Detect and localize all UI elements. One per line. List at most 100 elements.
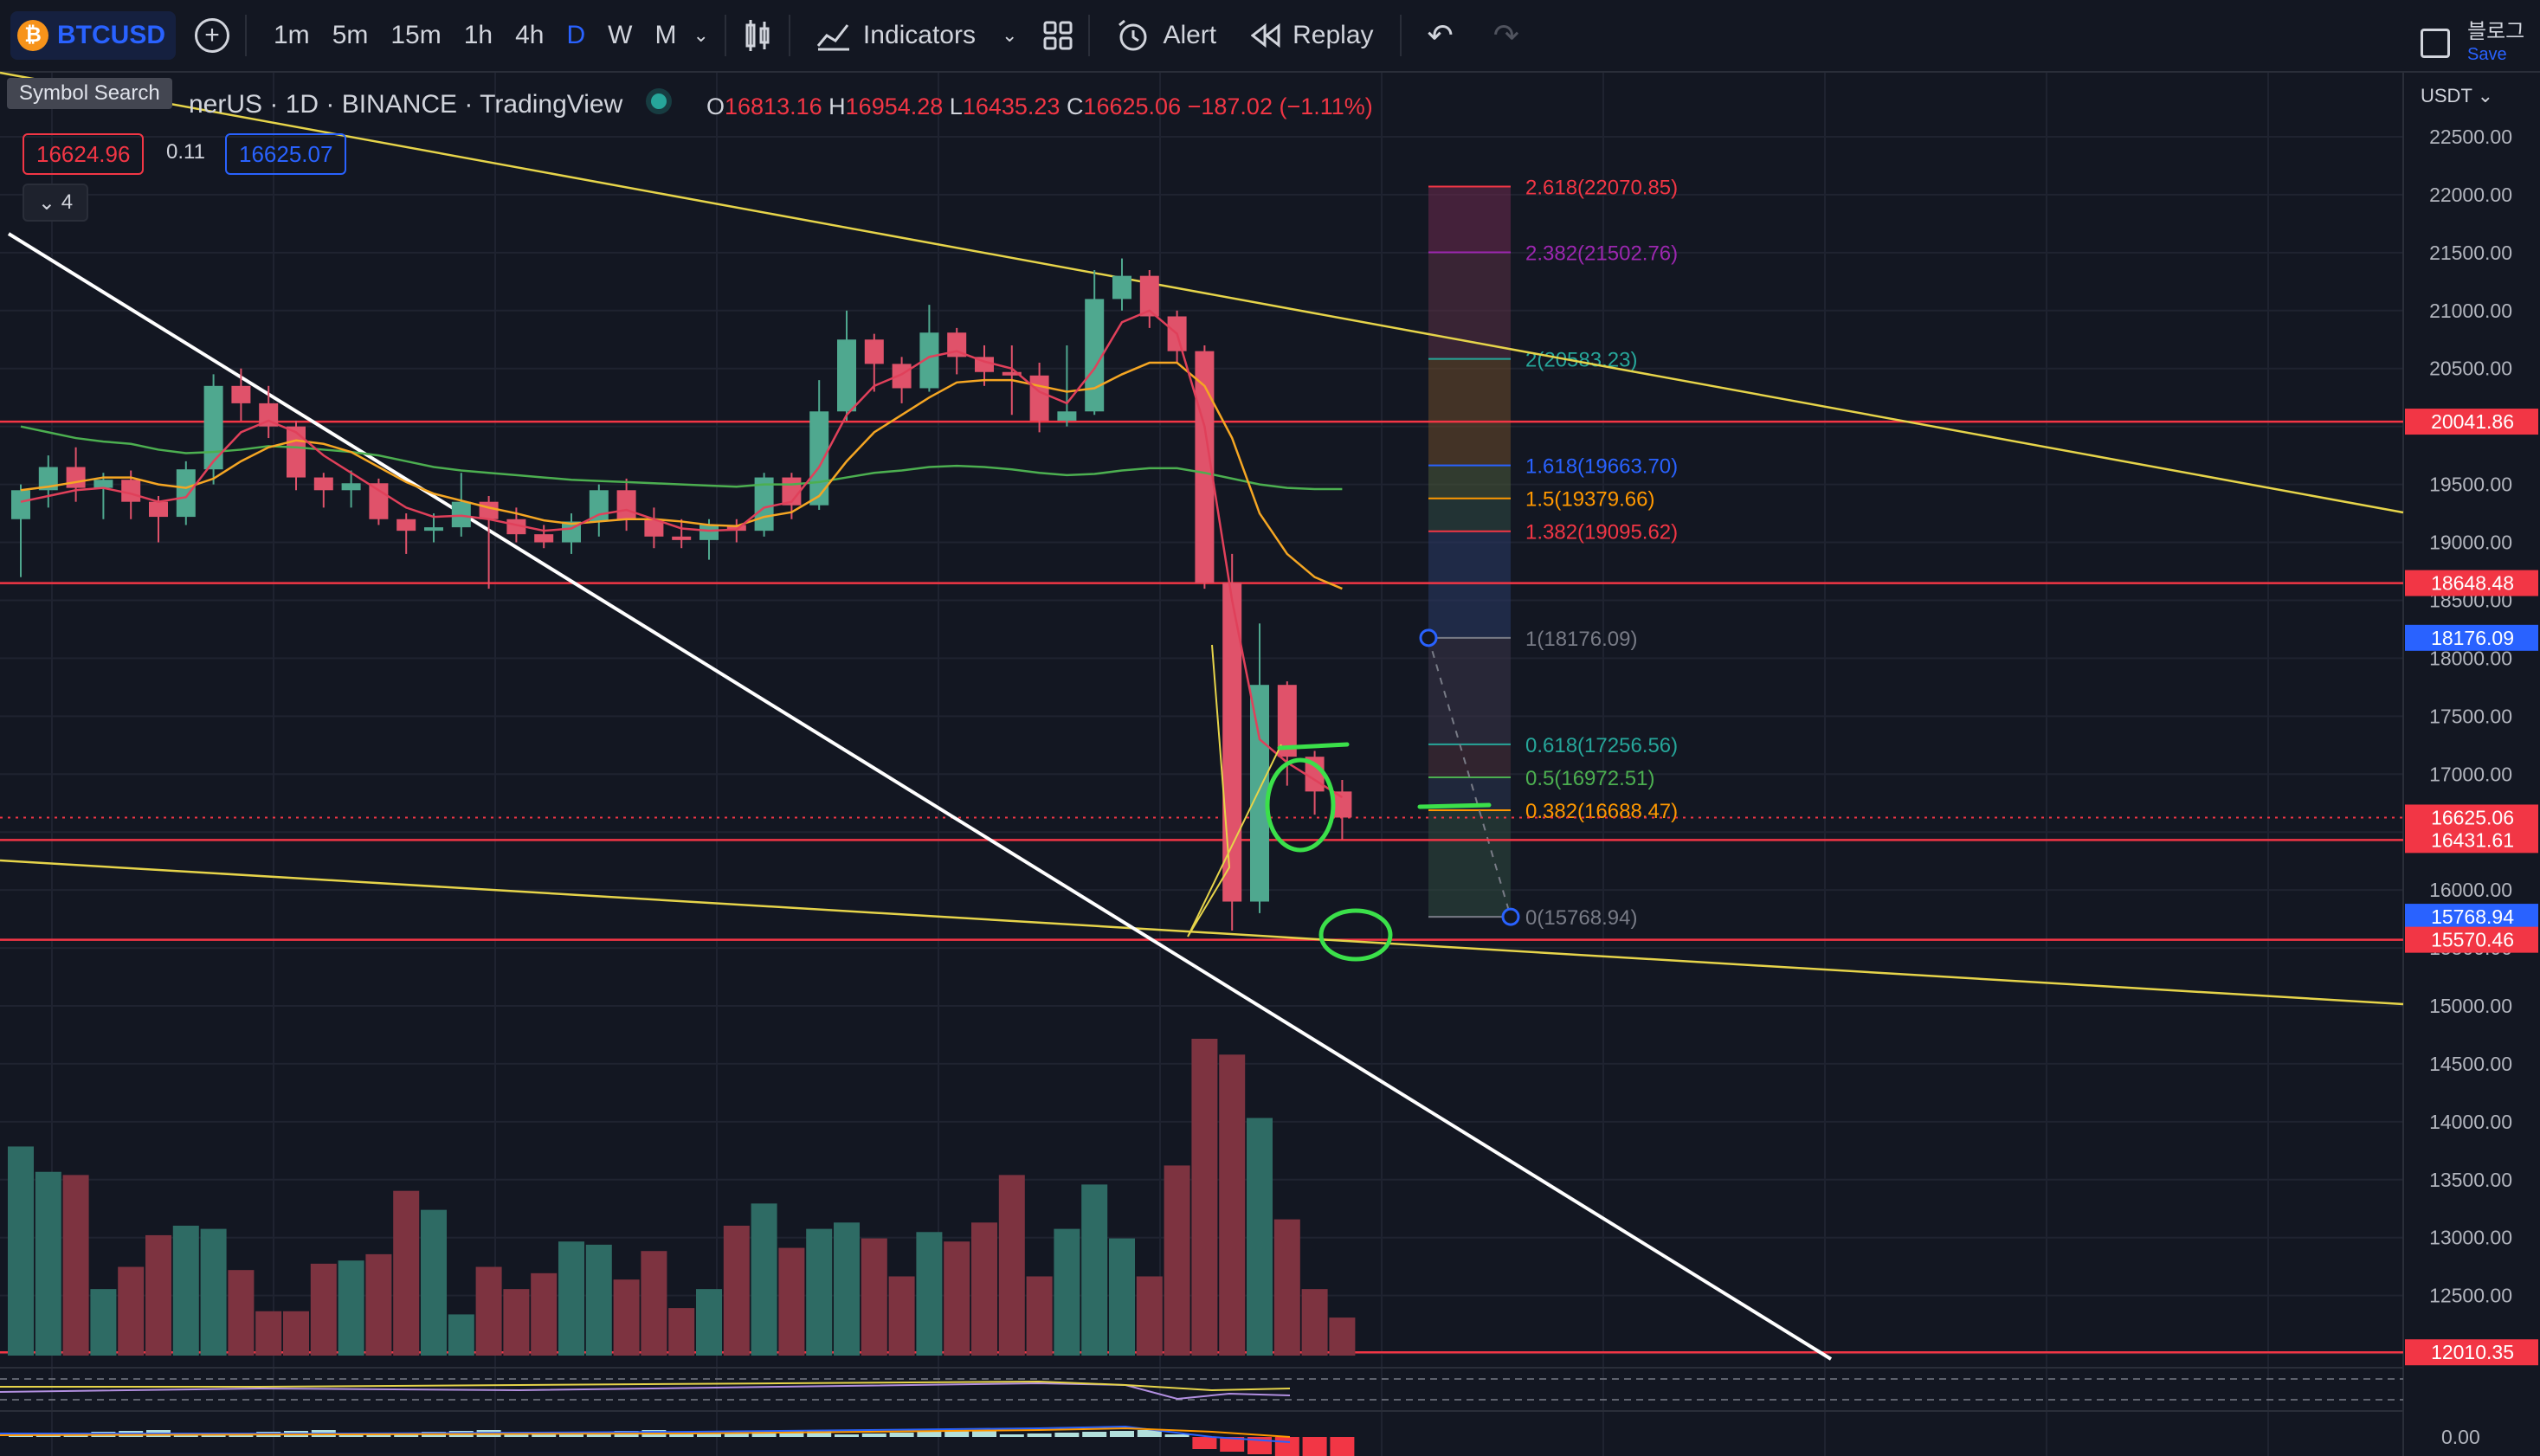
candle-body[interactable] (892, 364, 912, 389)
price-tick-label: 13000.00 (2429, 1227, 2512, 1249)
candle-body[interactable] (726, 525, 746, 532)
interval-1m[interactable]: 1m (274, 21, 310, 49)
price-axis[interactable] (2403, 73, 2540, 1456)
interval-w[interactable]: W (608, 21, 633, 49)
candle-body[interactable] (1222, 583, 1242, 902)
trend-line-white[interactable] (7, 232, 1833, 1361)
ohlc-legend: O16813.16 H16954.28 L16435.23 C16625.06 … (706, 93, 1373, 120)
fib-level-label: 2.382(21502.76) (1525, 242, 1678, 265)
candle-body[interactable] (259, 403, 279, 427)
interval-m[interactable]: M (654, 21, 677, 49)
interval-4h[interactable]: 4h (515, 21, 545, 49)
candle-body[interactable] (149, 501, 168, 518)
candle-body[interactable] (1112, 275, 1131, 300)
candle-body[interactable] (424, 527, 443, 532)
macd-histogram-bar (338, 1434, 364, 1437)
price-axis-tag-label: 18176.09 (2431, 627, 2514, 649)
interval-d[interactable]: D (566, 21, 586, 49)
volume-bar (448, 1314, 474, 1356)
candle-body[interactable] (451, 501, 471, 528)
price-axis-tag-label: 15768.94 (2431, 905, 2514, 928)
candle-body[interactable] (66, 467, 86, 488)
price-tick-label: 17000.00 (2429, 763, 2512, 785)
replay-button[interactable]: Replay (1251, 21, 1374, 50)
chevron-down-icon[interactable]: ⌄ (1002, 24, 1018, 46)
annotation-circle[interactable] (1318, 908, 1393, 962)
fib-anchor-handle[interactable] (1501, 907, 1520, 926)
candle-body[interactable] (534, 534, 554, 543)
price-tick-label: 22000.00 (2429, 184, 2512, 206)
candle-body[interactable] (287, 426, 306, 478)
fib-trend-line[interactable] (1428, 637, 1512, 918)
candle-body[interactable] (644, 519, 664, 537)
interval-15m[interactable]: 15m (390, 21, 442, 49)
volume-axis-tick: 0.00 (2441, 1426, 2480, 1448)
collapse-indicators-button[interactable]: ⌄ 4 (23, 184, 88, 222)
redo-icon[interactable]: ↷ (1492, 17, 1519, 53)
buy-price-button[interactable]: 16625.07 (225, 133, 347, 175)
axis-currency-selector[interactable]: USDT ⌄ (2421, 85, 2494, 106)
candle-body[interactable] (121, 480, 141, 502)
alarm-clock-icon (1119, 19, 1147, 51)
interval-5m[interactable]: 5m (332, 21, 369, 49)
candle-body[interactable] (837, 339, 856, 412)
undo-icon[interactable]: ↶ (1427, 17, 1454, 53)
candle-body[interactable] (1002, 371, 1022, 376)
candle-body[interactable] (313, 477, 333, 491)
candle-body[interactable] (203, 385, 223, 470)
add-symbol-icon[interactable]: + (195, 18, 229, 53)
chevron-down-icon[interactable]: ⌄ (693, 24, 709, 46)
indicators-button[interactable]: Indicators (816, 20, 976, 51)
candle-body[interactable] (1250, 685, 1269, 902)
layout-button[interactable] (1043, 0, 1073, 72)
volume-bar (228, 1270, 255, 1356)
fullscreen-icon[interactable] (2421, 29, 2450, 58)
candle-body[interactable] (176, 469, 196, 518)
candle-body[interactable] (809, 411, 829, 506)
candle-body[interactable] (864, 339, 884, 364)
candle-body[interactable] (672, 536, 692, 540)
interval-1h[interactable]: 1h (463, 21, 493, 49)
sell-price-button[interactable]: 16624.96 (23, 133, 145, 175)
oscillator-line (0, 1382, 1291, 1401)
candle-body[interactable] (1332, 791, 1352, 818)
annotation-stroke[interactable] (1277, 742, 1350, 751)
candle-body[interactable] (1029, 375, 1049, 421)
candle-body[interactable] (479, 501, 499, 519)
candle-body[interactable] (1277, 685, 1297, 757)
volume-bar (1081, 1184, 1108, 1356)
trend-line-upper[interactable] (0, 71, 2404, 514)
candle-body[interactable] (369, 483, 389, 519)
candle-body[interactable] (947, 332, 967, 358)
candle-body[interactable] (396, 519, 416, 532)
candle-body[interactable] (1139, 275, 1159, 317)
annotation-circle[interactable] (1265, 757, 1336, 853)
candle-body[interactable] (11, 490, 30, 519)
chart-type-button[interactable] (742, 0, 773, 72)
candle-body[interactable] (699, 525, 719, 540)
alert-button[interactable]: Alert (1116, 18, 1216, 53)
candle-body[interactable] (93, 480, 113, 488)
macd-histogram-bar (1302, 1437, 1327, 1456)
market-status-icon (651, 93, 667, 109)
trend-line-lower[interactable] (0, 859, 2404, 1006)
candle-body[interactable] (616, 490, 636, 519)
candle-body[interactable] (1057, 411, 1077, 421)
fib-anchor-handle[interactable] (1419, 628, 1438, 647)
symbol-search-button[interactable]: ₿ BTCUSD (10, 11, 176, 60)
volume-bar (1026, 1276, 1053, 1356)
volume-bar (1301, 1289, 1328, 1356)
macd-histogram-bar (697, 1433, 721, 1437)
candle-body[interactable] (38, 467, 58, 491)
candle-body[interactable] (919, 332, 939, 389)
candle-body[interactable] (231, 385, 251, 403)
price-axis-tag-label: 20041.86 (2431, 410, 2514, 433)
fib-zone (1428, 498, 1511, 532)
volume-bar (1247, 1118, 1273, 1356)
price-axis-tag (2405, 904, 2538, 931)
save-area[interactable]: 블로그 Save (2467, 21, 2524, 66)
candle-body[interactable] (1085, 299, 1105, 412)
candle-body[interactable] (341, 483, 361, 491)
annotation-stroke[interactable] (1417, 802, 1492, 809)
